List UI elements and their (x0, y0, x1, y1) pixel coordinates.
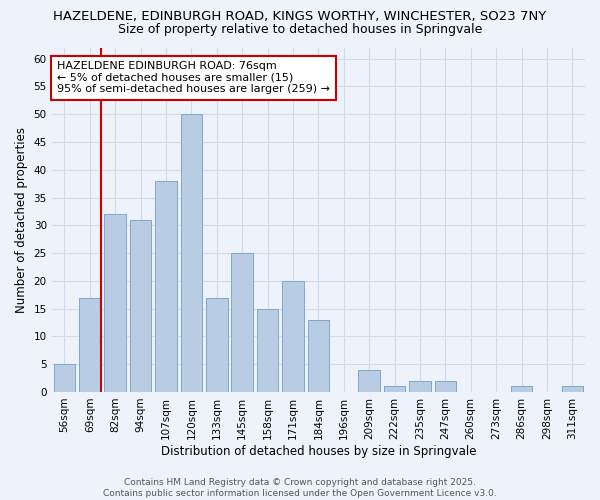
Text: HAZELDENE, EDINBURGH ROAD, KINGS WORTHY, WINCHESTER, SO23 7NY: HAZELDENE, EDINBURGH ROAD, KINGS WORTHY,… (53, 10, 547, 23)
Bar (130, 220, 151, 392)
Bar (308, 320, 329, 392)
Bar (511, 386, 532, 392)
Bar (79, 298, 101, 392)
Bar (181, 114, 202, 392)
X-axis label: Distribution of detached houses by size in Springvale: Distribution of detached houses by size … (161, 444, 476, 458)
Text: Size of property relative to detached houses in Springvale: Size of property relative to detached ho… (118, 22, 482, 36)
Bar (155, 181, 177, 392)
Bar (257, 308, 278, 392)
Bar (206, 298, 227, 392)
Bar (409, 381, 431, 392)
Bar (562, 386, 583, 392)
Text: Contains HM Land Registry data © Crown copyright and database right 2025.
Contai: Contains HM Land Registry data © Crown c… (103, 478, 497, 498)
Y-axis label: Number of detached properties: Number of detached properties (15, 126, 28, 312)
Bar (104, 214, 126, 392)
Bar (434, 381, 456, 392)
Bar (384, 386, 406, 392)
Bar (232, 253, 253, 392)
Bar (358, 370, 380, 392)
Text: HAZELDENE EDINBURGH ROAD: 76sqm
← 5% of detached houses are smaller (15)
95% of : HAZELDENE EDINBURGH ROAD: 76sqm ← 5% of … (57, 62, 330, 94)
Bar (53, 364, 75, 392)
Bar (282, 281, 304, 392)
